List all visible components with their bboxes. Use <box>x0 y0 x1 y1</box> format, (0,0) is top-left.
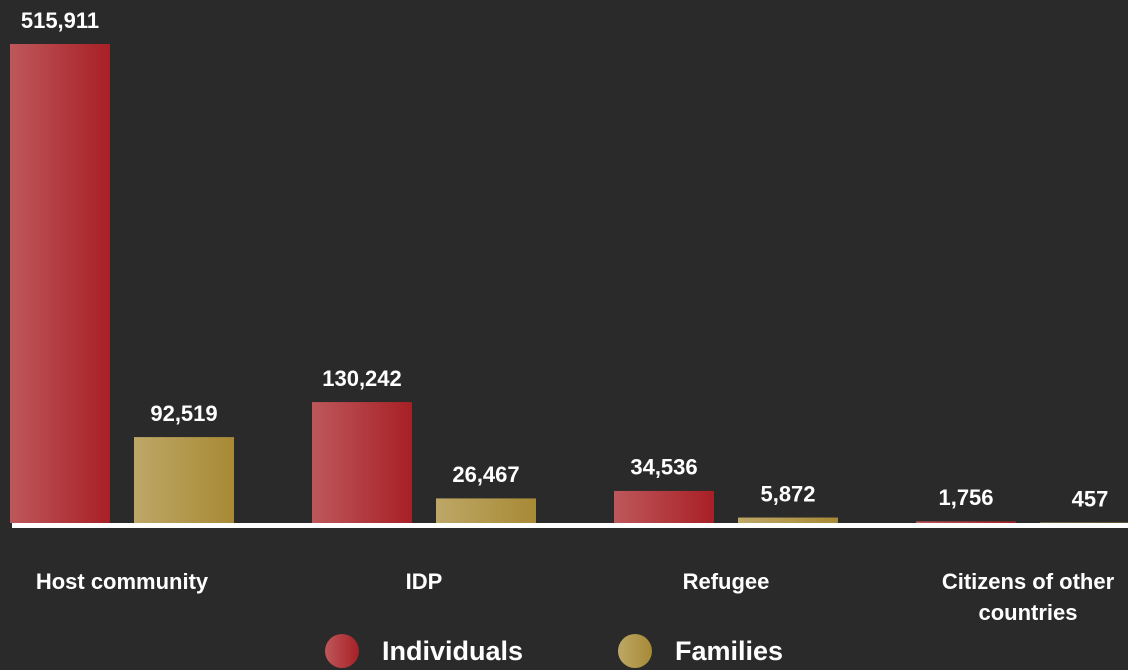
legend-label: Families <box>675 636 783 666</box>
value-label: 515,911 <box>21 8 99 33</box>
baseline <box>12 523 1128 528</box>
category-label: Refugee <box>682 569 770 594</box>
value-label: 5,872 <box>760 481 815 506</box>
value-label: 92,519 <box>150 401 217 426</box>
legend-shade <box>618 634 652 668</box>
bar-shade <box>436 498 536 523</box>
value-label: 26,467 <box>452 462 519 487</box>
category-label: Citizens of other countries <box>941 569 1115 625</box>
bar-shade <box>312 402 412 523</box>
value-label: 34,536 <box>630 455 697 480</box>
bar-shade <box>916 521 1016 523</box>
value-label: 457 <box>1072 486 1109 511</box>
bar-shade <box>134 437 234 523</box>
bar-shade <box>738 517 838 523</box>
category-label: IDP <box>405 569 443 594</box>
bar-shade <box>10 44 110 523</box>
value-label: 130,242 <box>322 366 402 391</box>
value-label: 1,756 <box>938 485 993 510</box>
legend-shade <box>325 634 359 668</box>
category-label: Host community <box>35 569 209 594</box>
bar-shade <box>614 490 714 523</box>
legend-label: Individuals <box>382 636 523 666</box>
